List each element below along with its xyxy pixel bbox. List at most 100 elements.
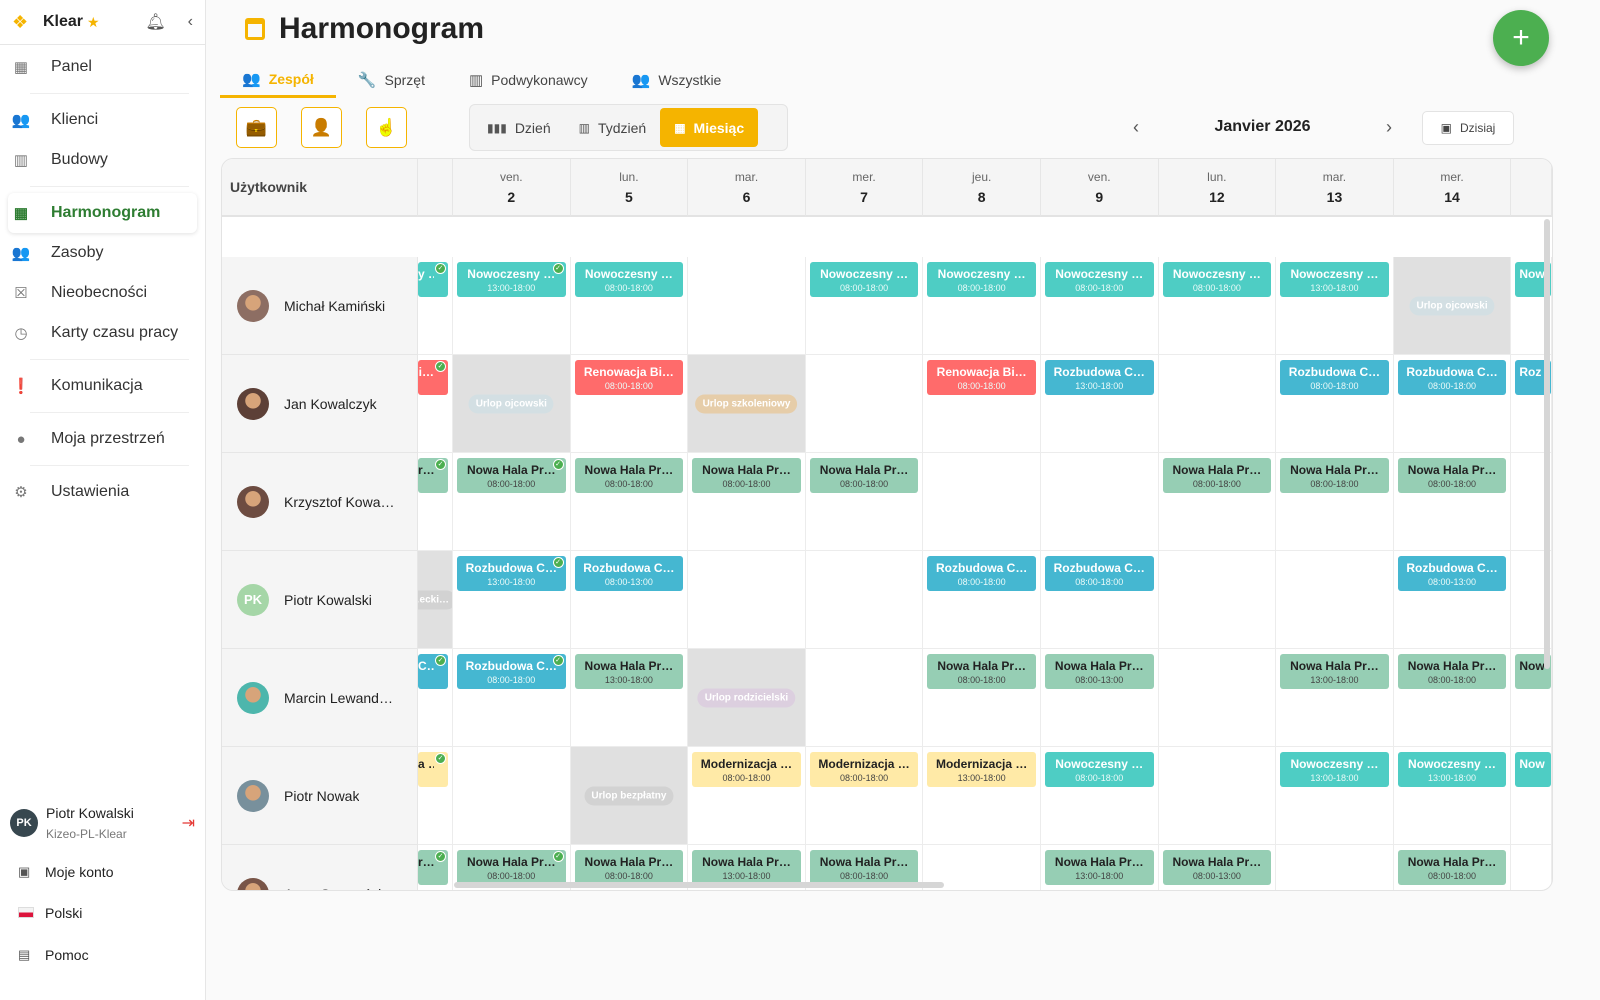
event-card[interactable]: Rozbudowa C… 08:00-18:00 (1397, 360, 1507, 395)
schedule-cell[interactable] (805, 551, 924, 649)
user-profile[interactable]: PK Piotr Kowalski Kizeo-PL-Klear ⇥ (10, 805, 195, 841)
schedule-cell[interactable]: Nowa Hala Pr… 08:00-18:00 (571, 845, 689, 890)
event-card[interactable]: Nowa Hala Pr… 08:00-18:00 (574, 850, 684, 885)
schedule-cell[interactable]: Nowa Hala Pr… 08:00-18:00 (1393, 453, 1512, 551)
event-card[interactable]: Nowa Hala Pr… 13:00-18:00 (1044, 850, 1154, 885)
event-card[interactable]: Modernizacja … 08:00-18:00 (809, 752, 919, 787)
event-card[interactable]: a …✓ (418, 752, 448, 787)
schedule-cell[interactable]: Nowa Hala Pr… 08:00-18:00 ✓ (453, 453, 571, 551)
language-selector[interactable]: Polski (18, 905, 82, 921)
horizontal-scrollbar[interactable] (454, 882, 944, 888)
view-miesiąc[interactable]: ▦ Miesiąc (660, 108, 759, 147)
schedule-cell[interactable]: Nowa Hala Pr… 08:00-18:00 (923, 649, 1041, 747)
schedule-cell[interactable]: Nowa Hala Pr… 08:00-18:00 (570, 453, 689, 551)
absence-cell[interactable]: …ecki… (418, 551, 453, 649)
event-card[interactable]: r… ✓ (418, 458, 448, 493)
event-card[interactable]: Nowa Hala Pr… 13:00-18:00 (1280, 654, 1389, 689)
event-card[interactable]: Rozbudowa C… 13:00-18:00 (1044, 360, 1154, 395)
schedule-cell[interactable]: Nowa Hala Pr… 08:00-18:00 (806, 845, 924, 890)
event-card[interactable]: Renowacja Bi… 08:00-18:00 (927, 360, 1036, 395)
schedule-cell[interactable] (805, 355, 924, 453)
event-card[interactable]: r… ✓ (418, 850, 448, 885)
schedule-cell[interactable]: Rozbudowa C… 08:00-18:00 (1276, 355, 1394, 453)
next-month-button[interactable]: › (1385, 116, 1392, 137)
event-card[interactable]: Nowoczesny … 08:00-18:00 (574, 262, 684, 297)
event-card[interactable]: Modernizacja … 08:00-18:00 (692, 752, 801, 787)
sidebar-item-budowy[interactable]: ▥ Budowy (8, 140, 197, 180)
schedule-cell[interactable]: Nowa Hala Pr… 08:00-18:00 (1394, 845, 1512, 890)
event-card[interactable]: y …✓ (418, 262, 448, 297)
schedule-cell[interactable]: Nowa Hala Pr… 13:00-18:00 (688, 845, 806, 890)
schedule-cell[interactable]: Nowa Hala Pr… 08:00-13:00 (1159, 845, 1277, 890)
event-card[interactable]: Nowoczesny … 08:00-18:00 (927, 262, 1036, 297)
event-card[interactable]: Nowa Hala Pr… 08:00-18:00 (809, 458, 919, 493)
schedule-cell[interactable]: Nowa Hala Pr… 08:00-18:00 (805, 453, 924, 551)
schedule-cell[interactable]: Nowoczesny … 08:00-18:00 (923, 257, 1041, 355)
schedule-cell[interactable] (1511, 551, 1552, 649)
schedule-cell[interactable] (688, 257, 806, 355)
schedule-cell[interactable]: Renowacja Bi… 08:00-18:00 (923, 355, 1041, 453)
event-card[interactable]: i… ✓ (418, 360, 448, 395)
schedule-cell[interactable]: Nowoczesny … 08:00-18:00 (805, 257, 924, 355)
event-card[interactable]: Rozbudowa C… 08:00-18:00 (1280, 360, 1389, 395)
absence-cell[interactable]: Urlop szkoleniowy (688, 355, 806, 453)
schedule-cell[interactable]: Nowoczesny … 13:00-18:00 (1393, 747, 1512, 845)
schedule-cell[interactable]: Rozbudowa C… 13:00-18:00 (1040, 355, 1159, 453)
event-card[interactable]: Nowoczesny … 13:00-18:00 (1397, 752, 1507, 787)
absence-cell[interactable]: Urlop ojcowski (453, 355, 571, 453)
schedule-cell[interactable]: Nowa Hala Pr… 13:00-18:00 (1041, 845, 1159, 890)
event-card[interactable]: Nowa Hala Pr… 08:00-18:00 ✓ (457, 850, 566, 885)
vertical-scrollbar[interactable] (1544, 219, 1550, 669)
event-card[interactable]: Nowa Hala Pr… 08:00-13:00 (1044, 654, 1154, 689)
schedule-cell[interactable] (1158, 649, 1277, 747)
event-card[interactable]: Nowa Hala Pr… 13:00-18:00 (574, 654, 684, 689)
sidebar-item-karty-czasu-pracy[interactable]: ◷ Karty czasu pracy (8, 313, 197, 353)
view-tydzień[interactable]: ▥ Tydzień (565, 108, 661, 147)
schedule-cell[interactable] (688, 551, 806, 649)
schedule-cell[interactable] (923, 845, 1041, 890)
event-card[interactable]: Nowoczesny … 13:00-18:00 (1280, 262, 1389, 297)
filter-button[interactable]: ☝ (366, 107, 407, 148)
tab-2[interactable]: ▥ Podwykonawcy (447, 62, 610, 98)
schedule-cell[interactable] (1276, 845, 1394, 890)
sidebar-item-harmonogram[interactable]: ▦ Harmonogram (8, 193, 197, 233)
bell-icon[interactable]: 🔔︎ (145, 14, 166, 31)
schedule-cell[interactable]: Modernizacja … 13:00-18:00 (923, 747, 1041, 845)
schedule-cell[interactable]: Rozbudowa C… 08:00-18:00 (923, 551, 1041, 649)
schedule-cell[interactable]: Rozbudowa C… 13:00-18:00 ✓ (453, 551, 571, 649)
event-card[interactable]: Nowoczesny … 08:00-18:00 (1044, 752, 1154, 787)
schedule-cell[interactable]: Nowoczesny … 13:00-18:00 ✓ (453, 257, 571, 355)
schedule-cell[interactable] (805, 649, 924, 747)
sidebar-item-panel[interactable]: ▦ Panel (8, 47, 197, 87)
event-card[interactable]: Rozbudowa C… 08:00-13:00 (574, 556, 684, 591)
prev-month-button[interactable]: ‹ (1133, 116, 1139, 137)
schedule-cell[interactable]: Nowoczesny … 08:00-18:00 (1040, 747, 1159, 845)
event-card[interactable]: Nowa Hala Pr… 08:00-18:00 (692, 458, 801, 493)
schedule-cell[interactable]: Renowacja Bi… 08:00-18:00 (570, 355, 689, 453)
event-card[interactable]: Nowa Hala Pr… 08:00-18:00 (1162, 458, 1272, 493)
schedule-cell[interactable]: Rozbudowa C… 08:00-13:00 (570, 551, 689, 649)
event-card[interactable]: Nowoczesny … 08:00-18:00 (1044, 262, 1154, 297)
event-card[interactable]: Nowa Hala Pr… 08:00-18:00 (809, 850, 919, 885)
sidebar-item-klienci[interactable]: 👥 Klienci (8, 100, 197, 140)
event-card[interactable]: C…✓ (418, 654, 448, 689)
event-card[interactable]: Nowa Hala Pr… 08:00-13:00 (1162, 850, 1272, 885)
schedule-cell[interactable]: Nowa Hala Pr… 08:00-18:00 (1393, 649, 1512, 747)
event-card[interactable]: Nowa Hala Pr… 08:00-18:00 (1397, 654, 1507, 689)
schedule-cell[interactable]: Modernizacja … 08:00-18:00 (688, 747, 806, 845)
schedule-cell[interactable]: a …✓ (418, 747, 453, 845)
event-card[interactable]: Nowoczesny … 13:00-18:00 (1280, 752, 1389, 787)
schedule-cell[interactable] (1158, 551, 1277, 649)
sidebar-item-zasoby[interactable]: 👥 Zasoby (8, 233, 197, 273)
schedule-cell[interactable]: i… ✓ (418, 355, 453, 453)
sidebar-item-moja-przestrzeń[interactable]: ● Moja przestrzeń (8, 419, 197, 459)
schedule-cell[interactable]: Nowa Hala Pr… 08:00-18:00 (1276, 453, 1394, 551)
event-card[interactable]: Rozbudowa C… 08:00-13:00 (1397, 556, 1507, 591)
tab-1[interactable]: 🔧 Sprzęt (336, 62, 447, 98)
event-card[interactable]: Rozbudowa C… 08:00-18:00 (1044, 556, 1154, 591)
filter-button[interactable]: 💼 (236, 107, 277, 148)
tab-0[interactable]: 👥 Zespół (220, 62, 336, 98)
schedule-cell[interactable]: Nowa Hala Pr… 08:00-13:00 (1040, 649, 1159, 747)
event-card[interactable]: Rozbudowa C… 13:00-18:00 ✓ (457, 556, 566, 591)
schedule-cell[interactable]: Nowa Hala Pr… 08:00-18:00 ✓ (453, 845, 571, 890)
